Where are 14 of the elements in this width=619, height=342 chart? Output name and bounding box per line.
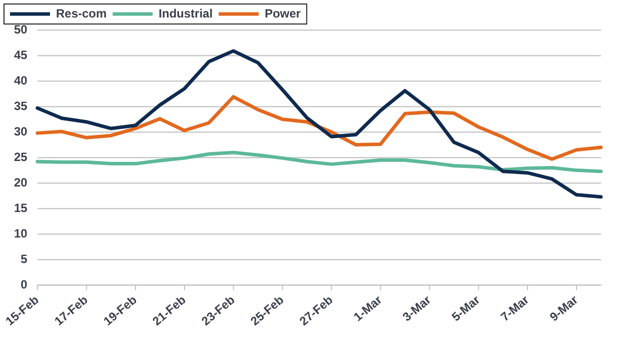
y-tick-label: 15 [14,200,28,215]
legend-label: Power [264,6,302,20]
legend-label: Res-com [56,6,107,20]
y-tick-label: 20 [14,175,28,190]
y-tick-label: 30 [14,124,28,138]
legend-label: Industrial [158,6,213,20]
y-tick-label: 10 [14,226,28,240]
y-tick-label: 0 [20,277,28,292]
y-tick-label: 40 [14,73,28,88]
y-tick-label: 25 [14,150,28,164]
y-tick-label: 35 [14,98,28,113]
y-tick-label: 45 [14,48,28,62]
y-tick-label: 5 [20,252,28,266]
y-tick-label: 50 [14,22,28,36]
